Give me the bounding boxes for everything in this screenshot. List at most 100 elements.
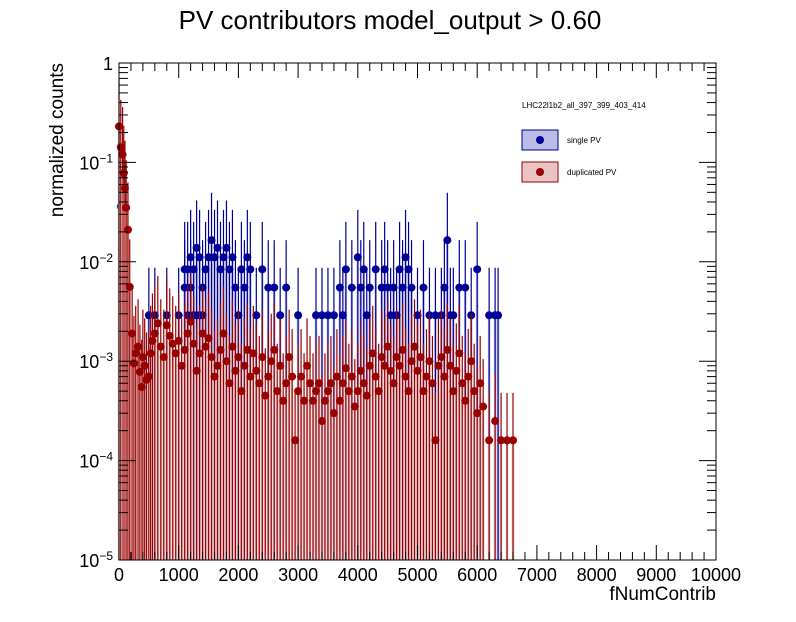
data-point bbox=[219, 253, 228, 262]
data-point bbox=[122, 203, 131, 212]
x-tick-label: 1000 bbox=[159, 565, 199, 585]
data-point bbox=[270, 345, 279, 354]
data-point bbox=[407, 283, 416, 292]
data-point bbox=[240, 283, 249, 292]
data-point bbox=[183, 329, 192, 338]
data-point bbox=[386, 311, 395, 320]
data-point bbox=[341, 265, 350, 274]
data-point bbox=[192, 243, 201, 252]
data-point bbox=[401, 372, 410, 381]
x-tick-label: 9000 bbox=[636, 565, 676, 585]
data-point bbox=[216, 345, 225, 354]
data-point bbox=[419, 387, 428, 396]
legend: LHC22l1b2_all_397_399_403_414 single PV d… bbox=[521, 101, 646, 183]
x-axis-label: fNumContrib bbox=[609, 584, 716, 605]
data-point bbox=[320, 396, 329, 405]
data-point bbox=[431, 436, 440, 445]
data-point bbox=[389, 283, 398, 292]
data-point bbox=[446, 361, 455, 370]
data-point bbox=[410, 342, 419, 351]
data-point bbox=[186, 317, 195, 326]
data-point bbox=[386, 366, 395, 375]
data-point bbox=[303, 361, 312, 370]
data-point bbox=[362, 311, 371, 320]
data-point bbox=[207, 353, 216, 362]
data-point bbox=[347, 283, 356, 292]
data-point bbox=[261, 391, 270, 400]
data-point bbox=[210, 253, 219, 262]
data-point bbox=[119, 169, 128, 178]
data-point bbox=[128, 329, 137, 338]
data-point bbox=[134, 342, 143, 351]
data-point bbox=[168, 339, 177, 348]
data-point bbox=[180, 345, 189, 354]
data-point bbox=[225, 379, 234, 388]
legend-label: duplicated PV bbox=[567, 168, 617, 177]
data-point bbox=[312, 387, 321, 396]
data-point bbox=[243, 253, 252, 262]
data-point bbox=[335, 396, 344, 405]
data-point bbox=[156, 342, 165, 351]
data-point bbox=[243, 345, 252, 354]
data-point bbox=[225, 265, 234, 274]
data-point bbox=[365, 361, 374, 370]
data-point bbox=[485, 436, 494, 445]
data-point bbox=[467, 357, 476, 366]
data-point bbox=[455, 349, 464, 358]
data-point bbox=[129, 359, 138, 368]
x-tick-label: 7000 bbox=[517, 565, 557, 585]
data-point bbox=[189, 265, 198, 274]
data-point bbox=[116, 143, 125, 152]
data-point bbox=[207, 236, 216, 245]
x-tick-label: 2000 bbox=[218, 565, 258, 585]
data-point bbox=[491, 417, 500, 426]
data-point bbox=[317, 417, 326, 426]
data-point bbox=[252, 366, 261, 375]
data-point bbox=[377, 353, 386, 362]
data-point bbox=[434, 361, 443, 370]
data-point bbox=[428, 379, 437, 388]
data-point bbox=[509, 436, 518, 445]
legend-header: LHC22l1b2_all_397_399_403_414 bbox=[522, 101, 646, 110]
data-point bbox=[210, 372, 219, 381]
data-point bbox=[240, 361, 249, 370]
data-point bbox=[401, 253, 410, 262]
data-point bbox=[165, 331, 174, 340]
plot-area bbox=[115, 79, 518, 561]
data-point bbox=[413, 366, 422, 375]
data-point bbox=[148, 336, 157, 345]
y-tick-label: 10−4 bbox=[79, 450, 113, 472]
data-point bbox=[356, 366, 365, 375]
data-point bbox=[377, 283, 386, 292]
x-tick-label: 0 bbox=[114, 565, 124, 585]
data-point bbox=[371, 265, 380, 274]
data-point bbox=[309, 396, 318, 405]
legend-label: single PV bbox=[567, 136, 601, 145]
data-point bbox=[380, 361, 389, 370]
x-tick-label: 4000 bbox=[338, 565, 378, 585]
data-point bbox=[392, 353, 401, 362]
data-point bbox=[213, 243, 222, 252]
data-point bbox=[404, 387, 413, 396]
data-point bbox=[123, 225, 132, 234]
y-tick-label: 10−1 bbox=[79, 151, 113, 173]
data-point bbox=[282, 379, 291, 388]
data-point bbox=[234, 353, 243, 362]
data-point bbox=[497, 436, 506, 445]
data-point bbox=[440, 283, 449, 292]
x-tick-label: 5000 bbox=[397, 565, 437, 585]
data-point bbox=[335, 283, 344, 292]
data-point bbox=[338, 379, 347, 388]
data-point bbox=[338, 311, 347, 320]
data-point bbox=[431, 311, 440, 320]
data-point bbox=[189, 339, 198, 348]
data-point bbox=[362, 391, 371, 400]
data-point bbox=[422, 372, 431, 381]
data-point bbox=[365, 283, 374, 292]
data-point bbox=[246, 372, 255, 381]
data-point bbox=[279, 396, 288, 405]
data-point bbox=[449, 387, 458, 396]
data-point bbox=[494, 311, 503, 320]
data-point bbox=[131, 349, 140, 358]
data-point bbox=[204, 334, 213, 343]
